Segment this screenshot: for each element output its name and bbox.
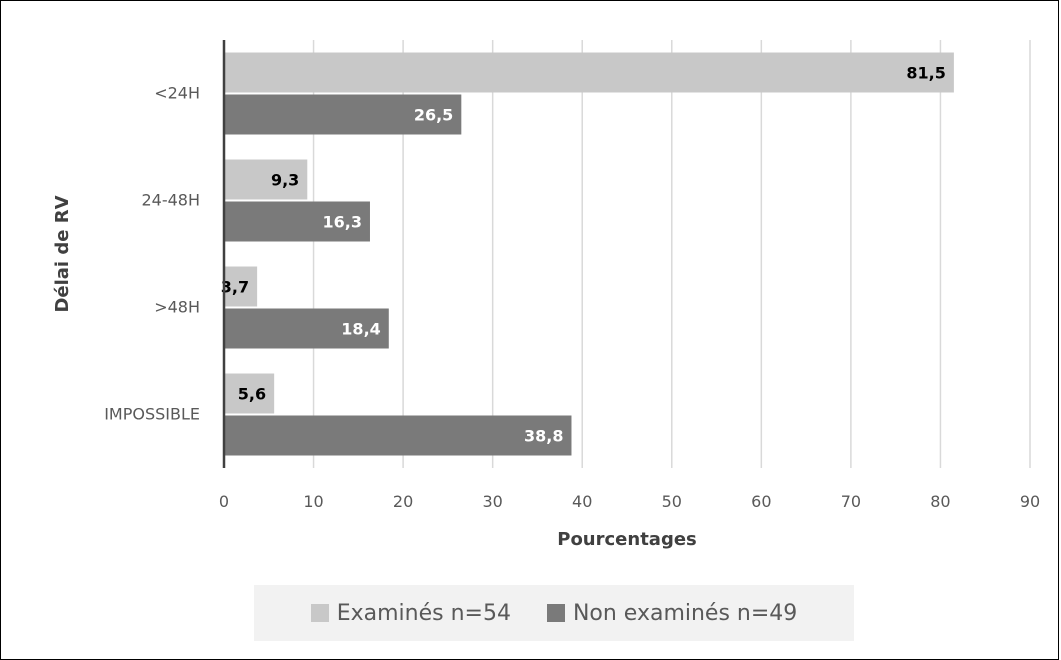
bar [224, 308, 389, 349]
bar [224, 266, 258, 307]
legend-item-non-examines: Non examinés n=49 [546, 600, 798, 626]
y-axis-title: Délai de RV [52, 195, 73, 312]
category-labels: <24H 24-48H >48H IMPOSSIBLE [104, 84, 200, 424]
bar [224, 159, 308, 200]
data-label: 9,3 [271, 171, 299, 190]
category-label: <24H [154, 84, 200, 103]
bar-chart: 81,5 26,5 9,3 16,3 3,7 18,4 5,6 38,8 0 10 20 30 40 5… [52, 40, 1040, 550]
category-label: IMPOSSIBLE [104, 405, 200, 424]
x-tick-label: 60 [751, 492, 771, 511]
bars [224, 52, 954, 456]
data-label: 26,5 [414, 106, 453, 125]
data-label: 18,4 [341, 320, 380, 339]
x-tick-label: 10 [303, 492, 323, 511]
category-label: >48H [154, 298, 200, 317]
x-tick-label: 70 [841, 492, 861, 511]
category-label: 24-48H [141, 191, 200, 210]
bar [224, 201, 370, 242]
data-labels: 81,5 26,5 9,3 16,3 3,7 18,4 5,6 38,8 [221, 64, 946, 446]
x-axis-title: Pourcentages [557, 529, 697, 550]
x-tick-label: 0 [219, 492, 229, 511]
legend-swatch-non-examines [546, 604, 565, 622]
x-tick-label: 20 [393, 492, 413, 511]
bar [224, 373, 275, 414]
x-tick-labels: 0 10 20 30 40 50 60 70 80 90 [219, 492, 1040, 511]
legend-label-non-examines: Non examinés n=49 [572, 600, 798, 626]
legend-item-examines: Examinés n=54 [310, 600, 511, 626]
x-tick-label: 40 [572, 492, 592, 511]
bar [224, 52, 954, 93]
gridlines [312, 40, 1031, 468]
data-label: 5,6 [238, 385, 266, 404]
bar [224, 94, 462, 135]
legend: Examinés n=54 Non examinés n=49 [254, 585, 854, 641]
data-label: 38,8 [524, 427, 563, 446]
data-label: 16,3 [322, 213, 361, 232]
x-tick-label: 80 [930, 492, 950, 511]
data-label: 81,5 [906, 64, 945, 83]
legend-swatch-examines [310, 604, 329, 622]
data-label: 3,7 [221, 278, 249, 297]
x-tick-label: 50 [662, 492, 682, 511]
bar [224, 415, 572, 456]
x-tick-label: 90 [1020, 492, 1040, 511]
x-tick-label: 30 [482, 492, 502, 511]
legend-label-examines: Examinés n=54 [336, 600, 511, 626]
